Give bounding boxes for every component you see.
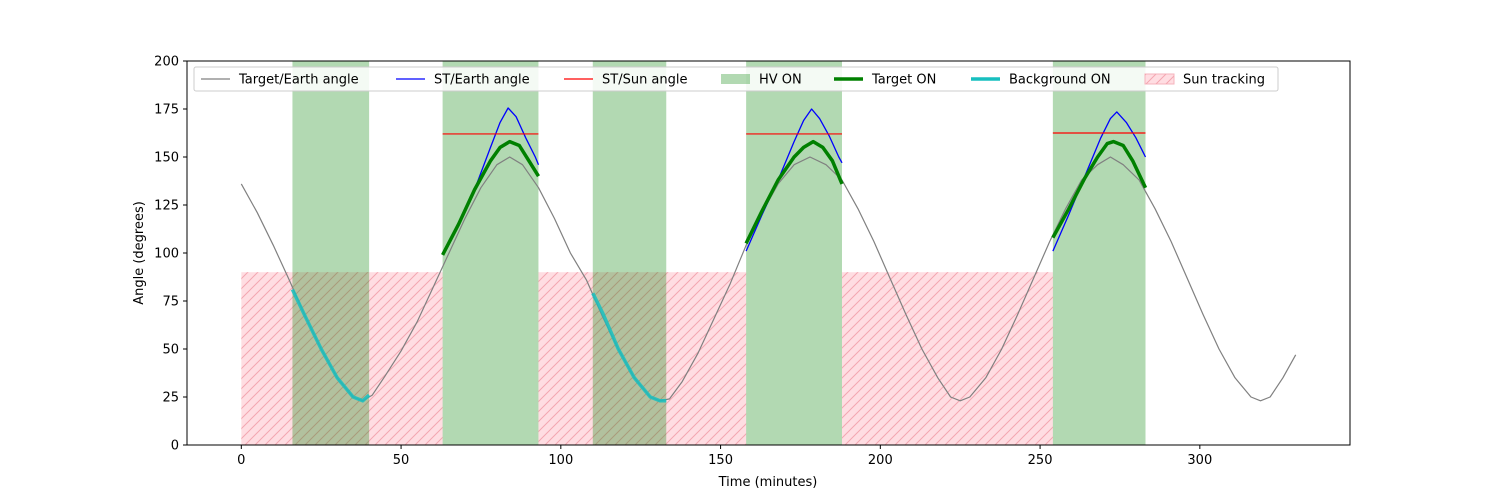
x-tick-label-100: 100 (548, 453, 573, 468)
target-on-line-1 (744, 139, 844, 245)
legend-label-st-earth-angle: ST/Earth angle (434, 73, 530, 88)
y-tick-label-25: 25 (162, 391, 179, 406)
target-on-line-2 (1051, 139, 1148, 239)
hv-on-span-3 (746, 61, 842, 445)
hv-on-span-2 (592, 61, 667, 445)
legend: Target/Earth angle ST/Earth angle ST/Sun a… (193, 66, 1279, 92)
hv-on-span-4 (1052, 61, 1146, 445)
legend-label-target-earth-angle: Target/Earth angle (238, 73, 359, 88)
x-tick-label-50: 50 (393, 453, 410, 468)
x-tick-label-300: 300 (1187, 453, 1212, 468)
y-tick-label-175: 175 (154, 103, 179, 118)
x-tick-label-0: 0 (237, 453, 245, 468)
legend-swatch-hv-on (721, 74, 750, 84)
legend-label-st-sun-angle: ST/Sun angle (602, 73, 688, 88)
sun-tracking-hatch-0 (241, 272, 443, 445)
legend-label-hv-on: HV ON (759, 73, 802, 88)
x-tick-label-200: 200 (868, 453, 893, 468)
y-tick-label-125: 125 (154, 199, 179, 214)
hv-on-layer (292, 61, 1146, 445)
hv-on-span-1 (442, 61, 539, 445)
y-tick-label-75: 75 (162, 295, 179, 310)
lines-layer (240, 107, 1297, 403)
y-tick-label-100: 100 (154, 247, 179, 262)
sun-tracking-hatch-2 (841, 272, 1053, 445)
sun-tracking-layer (241, 272, 1053, 445)
target-on-line-0 (441, 139, 540, 256)
x-tick-label-150: 150 (708, 453, 733, 468)
y-axis-title: Angle (degrees) (132, 201, 147, 305)
background-on-line-0 (290, 288, 371, 403)
y-tick-label-0: 0 (171, 439, 179, 454)
hv-on-span-0 (292, 61, 370, 445)
legend-label-background-on: Background ON (1009, 73, 1111, 88)
legend-swatch-hatch-sun-tracking (1145, 74, 1174, 84)
x-tick-label-250: 250 (1028, 453, 1053, 468)
sun-tracking-hatch-1 (538, 272, 747, 445)
background-on-line-1 (591, 292, 667, 403)
y-tick-label-50: 50 (162, 343, 179, 358)
legend-box (193, 66, 1279, 92)
legend-label-target-on: Target ON (871, 73, 936, 88)
axes-layer: 0 50 100 150 200 250 300 0 25 50 75 100 125 150 175 200 (154, 55, 1212, 469)
x-axis-title: Time (minutes) (718, 475, 818, 490)
legend-label-sun-tracking: Sun tracking (1183, 73, 1265, 88)
y-tick-label-150: 150 (154, 151, 179, 166)
y-tick-label-200: 200 (154, 55, 179, 70)
